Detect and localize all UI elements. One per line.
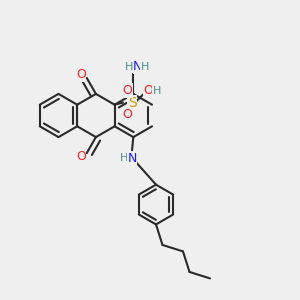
- Text: O: O: [76, 150, 86, 163]
- Text: H: H: [152, 85, 161, 95]
- Text: O: O: [123, 108, 133, 121]
- Text: S: S: [128, 95, 136, 110]
- Text: O: O: [76, 68, 86, 81]
- Text: N: N: [127, 152, 137, 164]
- Text: O: O: [144, 84, 154, 97]
- Text: H: H: [140, 62, 149, 72]
- Text: O: O: [123, 84, 133, 97]
- Text: H: H: [125, 62, 134, 72]
- Text: H: H: [120, 153, 129, 163]
- Text: N: N: [133, 61, 142, 74]
